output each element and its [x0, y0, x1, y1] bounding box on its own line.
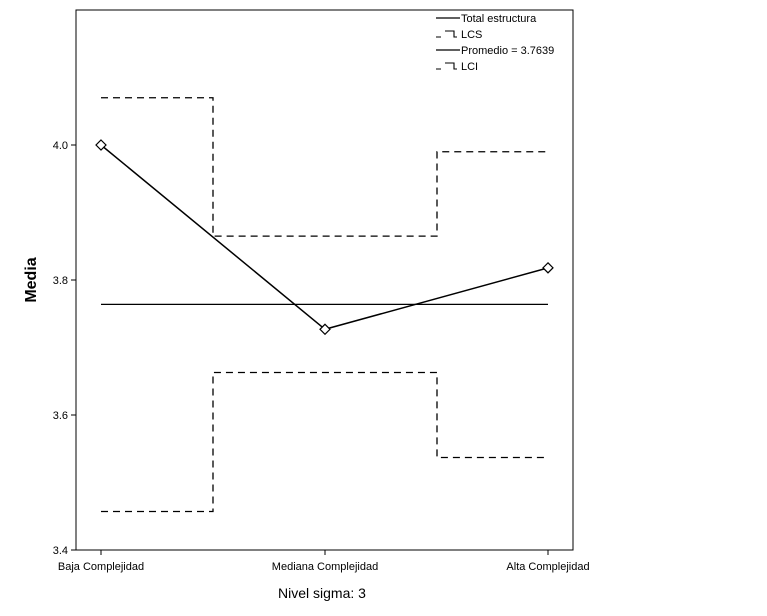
series-lci-line	[101, 371, 548, 513]
series-layer	[95, 97, 554, 513]
x-tick-label: Baja Complejidad	[58, 561, 144, 573]
data-point-marker	[542, 262, 554, 274]
legend-label: LCS	[461, 29, 482, 41]
x-axis: Baja Complejidad Mediana Complejidad Alta …	[58, 550, 590, 573]
data-point-marker	[95, 139, 107, 151]
series-total-estructura-line	[100, 144, 549, 331]
x-tick-label: Mediana Complejidad	[272, 561, 378, 573]
data-point-marker	[319, 323, 331, 336]
plot-frame	[75, 9, 574, 551]
y-tick-label: 3.8	[53, 275, 68, 287]
series-lcs-line	[101, 97, 548, 237]
legend: Total estructura LCS Promedio = 3.7639 LCI	[436, 13, 554, 73]
y-tick-label: 3.6	[53, 410, 68, 422]
legend-swatch-lcs	[436, 30, 457, 38]
legend-label: LCI	[461, 61, 478, 73]
y-axis-title: Media	[23, 257, 40, 302]
y-axis: 3.4 3.6 3.8 4.0	[53, 140, 76, 557]
y-tick-label: 3.4	[53, 545, 68, 557]
legend-label: Promedio = 3.7639	[461, 45, 554, 57]
x-tick-label: Alta Complejidad	[506, 561, 589, 573]
legend-label: Total estructura	[461, 13, 537, 25]
footnote-sigma: Nivel sigma: 3	[278, 585, 366, 601]
legend-swatch-lci	[436, 62, 457, 70]
y-tick-label: 4.0	[53, 140, 68, 152]
